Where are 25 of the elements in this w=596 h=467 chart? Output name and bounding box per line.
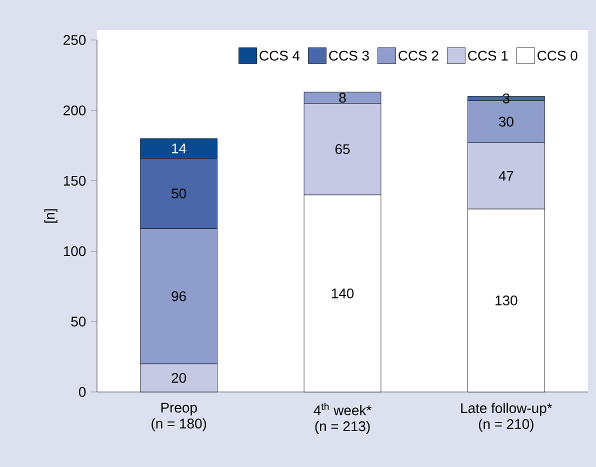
y-axis-title: [n] xyxy=(44,209,58,223)
x-tick-label: Preop (n = 180) xyxy=(152,402,206,432)
data-label: 96 xyxy=(172,291,186,302)
data-label: 65 xyxy=(335,144,350,154)
data-label: 20 xyxy=(172,372,186,383)
data-label: 8 xyxy=(339,92,346,103)
data-label: 14 xyxy=(172,144,186,154)
data-label: 130 xyxy=(496,296,518,306)
y-tick-label: 50 xyxy=(71,316,86,327)
y-tick-label: 250 xyxy=(64,35,86,45)
data-label: 140 xyxy=(332,288,354,298)
y-tick-label: 200 xyxy=(64,105,86,116)
legend-label: CCS 1 xyxy=(468,50,508,61)
data-label: 50 xyxy=(172,188,186,198)
y-tick-label: 150 xyxy=(64,176,86,186)
legend-label: CCS 3 xyxy=(329,50,369,61)
data-label: 47 xyxy=(498,171,514,181)
y-tick-label: 0 xyxy=(78,387,86,397)
legend-label: CCS 2 xyxy=(398,50,438,61)
legend-label: CCS 4 xyxy=(260,50,300,61)
legend-label: CCS 0 xyxy=(538,50,578,61)
y-tick-label: 100 xyxy=(64,246,86,256)
data-label: 30 xyxy=(498,116,514,127)
x-tick-label: Late follow-up* (n = 210) xyxy=(461,402,552,432)
x-tick-label: 4$^{th}$ week* (n = 213) xyxy=(314,402,372,434)
